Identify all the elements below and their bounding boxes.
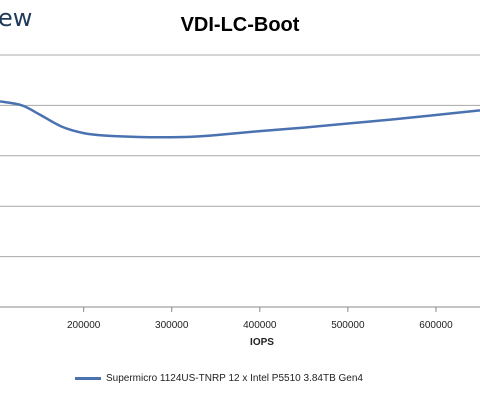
- x-axis-label: IOPS: [250, 337, 274, 348]
- x-tick-label: 600000: [419, 320, 453, 331]
- grid-lines: [0, 54, 480, 308]
- x-tick-label: 300000: [155, 320, 189, 331]
- x-tick-label: 200000: [67, 320, 101, 331]
- series-lines: [0, 100, 480, 139]
- brand-logo-fragment: ew: [0, 4, 33, 32]
- x-axis-ticks: 200000 300000 400000 500000 600000: [67, 307, 453, 331]
- x-tick-label: 500000: [331, 320, 365, 331]
- legend-swatch: [75, 377, 101, 380]
- legend: Supermicro 1124US-TNRP 12 x Intel P5510 …: [75, 373, 363, 384]
- series-line: [0, 100, 480, 139]
- chart-title: VDI-LC-Boot: [180, 14, 300, 36]
- legend-entry-label: Supermicro 1124US-TNRP 12 x Intel P5510 …: [106, 373, 363, 384]
- x-tick-label: 400000: [243, 320, 277, 331]
